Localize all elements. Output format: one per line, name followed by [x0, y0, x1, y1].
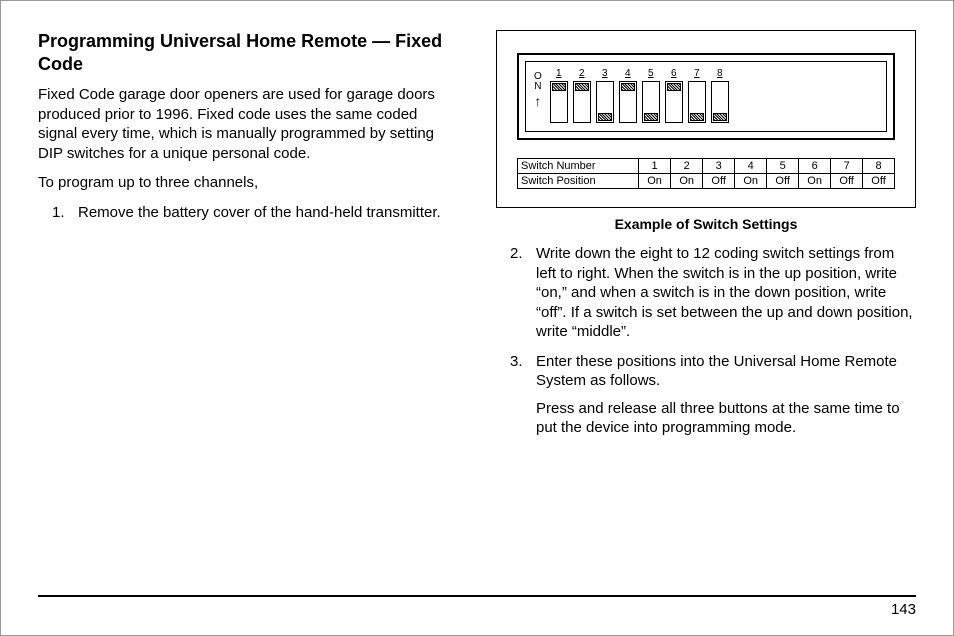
dip-switch-slot	[711, 81, 729, 123]
dip-switch-number: 6	[671, 68, 677, 79]
page-number: 143	[38, 601, 916, 618]
dip-switch: 7	[688, 68, 706, 123]
dip-switch-number: 1	[556, 68, 562, 79]
dip-switch-slot	[665, 81, 683, 123]
dip-switch-handle	[713, 113, 727, 121]
steps-list-right: 2. Write down the eight to 12 coding swi…	[496, 244, 916, 438]
dip-switch-handle	[690, 113, 704, 121]
dip-switch-slot	[596, 81, 614, 123]
dip-switch: 4	[619, 68, 637, 123]
table-cell: On	[735, 174, 767, 189]
step-number: 3.	[510, 352, 523, 372]
dip-switch-number: 8	[717, 68, 723, 79]
step-number: 1.	[52, 203, 65, 223]
page-footer: 143	[38, 595, 916, 618]
dip-switch-panel: O N ↑ 1 2 3 4 5 6 7 8	[517, 53, 895, 140]
table-cell: 3	[703, 159, 735, 174]
table-cell: 2	[671, 159, 703, 174]
dip-switch-slot	[550, 81, 568, 123]
table-cell: Off	[767, 174, 799, 189]
table-row: Switch Position OnOnOffOnOffOnOffOff	[518, 174, 895, 189]
dip-switch: 5	[642, 68, 660, 123]
table-cell: 4	[735, 159, 767, 174]
dip-switch: 8	[711, 68, 729, 123]
step-continuation: Press and release all three buttons at t…	[536, 399, 916, 438]
dip-switch-number: 4	[625, 68, 631, 79]
page-columns: Programming Universal Home Remote — Fixe…	[38, 30, 916, 580]
lead-paragraph: To program up to three channels,	[38, 173, 458, 193]
dip-switch-number: 3	[602, 68, 608, 79]
step-3: 3. Enter these positions into the Univer…	[496, 352, 916, 438]
dip-switches: 1 2 3 4 5 6 7 8	[550, 68, 729, 123]
steps-list-left: 1. Remove the battery cover of the hand-…	[38, 203, 458, 223]
table-cell: 1	[638, 159, 670, 174]
dip-switch-slot	[642, 81, 660, 123]
dip-switch-handle	[621, 83, 635, 91]
left-column: Programming Universal Home Remote — Fixe…	[38, 30, 458, 580]
intro-paragraph: Fixed Code garage door openers are used …	[38, 85, 458, 163]
step-text: Enter these positions into the Universal…	[536, 353, 897, 390]
step-number: 2.	[510, 244, 523, 264]
right-column: O N ↑ 12345678 Switch Number 12345678 Sw…	[496, 30, 916, 580]
figure-caption: Example of Switch Settings	[496, 216, 916, 232]
on-label-n: N	[534, 82, 541, 92]
switch-settings-table: Switch Number 12345678 Switch Position O…	[517, 158, 895, 189]
dip-switch-handle	[575, 83, 589, 91]
dip-switch-slot	[573, 81, 591, 123]
dip-switch-handle	[644, 113, 658, 121]
row-label: Switch Position	[518, 174, 639, 189]
dip-switch-number: 2	[579, 68, 585, 79]
dip-switch-handle	[552, 83, 566, 91]
dip-switch-number: 7	[694, 68, 700, 79]
dip-switch-handle	[598, 113, 612, 121]
step-text: Write down the eight to 12 coding switch…	[536, 245, 913, 340]
dip-switch-inner: O N ↑ 1 2 3 4 5 6 7 8	[525, 61, 887, 132]
table-cell: 7	[831, 159, 863, 174]
step-text: Remove the battery cover of the hand-hel…	[78, 204, 441, 221]
footer-rule	[38, 595, 916, 597]
table-cell: 8	[863, 159, 895, 174]
on-direction-label: O N ↑	[534, 72, 542, 108]
section-title: Programming Universal Home Remote — Fixe…	[38, 30, 458, 75]
row-label: Switch Number	[518, 159, 639, 174]
dip-switch: 1	[550, 68, 568, 123]
dip-switch-slot	[688, 81, 706, 123]
table-cell: Off	[863, 174, 895, 189]
step-2: 2. Write down the eight to 12 coding swi…	[496, 244, 916, 342]
dip-switch: 2	[573, 68, 591, 123]
dip-switch: 3	[596, 68, 614, 123]
dip-switch-number: 5	[648, 68, 654, 79]
figure-box: O N ↑ 12345678 Switch Number 12345678 Sw…	[496, 30, 916, 208]
dip-switch: 6	[665, 68, 683, 123]
step-1: 1. Remove the battery cover of the hand-…	[38, 203, 458, 223]
table-cell: 5	[767, 159, 799, 174]
table-cell: Off	[831, 174, 863, 189]
up-arrow-icon: ↑	[534, 94, 541, 108]
dip-switch-slot	[619, 81, 637, 123]
table-cell: On	[638, 174, 670, 189]
table-row: Switch Number 12345678	[518, 159, 895, 174]
dip-switch-handle	[667, 83, 681, 91]
table-cell: On	[799, 174, 831, 189]
table-cell: 6	[799, 159, 831, 174]
table-cell: On	[671, 174, 703, 189]
table-cell: Off	[703, 174, 735, 189]
